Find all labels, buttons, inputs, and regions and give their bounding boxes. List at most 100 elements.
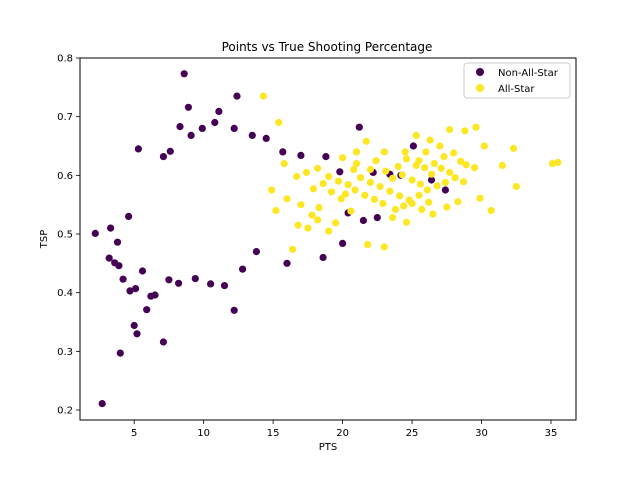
non-all-star-point	[283, 259, 291, 267]
all-star-point	[366, 165, 374, 174]
y-tick-label: 0.8	[57, 54, 73, 65]
all-star-point	[423, 186, 431, 194]
all-star-point	[362, 137, 370, 145]
non-all-star-point	[132, 285, 140, 293]
non-all-star-point	[230, 124, 238, 132]
all-star-point	[380, 243, 388, 251]
all-star-point	[272, 206, 280, 215]
all-star-point	[339, 154, 347, 162]
y-tick-label: 0.6	[57, 171, 73, 182]
all-star-point	[554, 158, 562, 166]
all-star-point	[450, 149, 458, 157]
all-star-point	[512, 182, 520, 191]
non-all-star-point	[116, 349, 124, 357]
all-star-point	[401, 148, 409, 156]
x-tick-label: 35	[545, 428, 558, 439]
all-star-point	[548, 160, 557, 168]
non-all-star-point	[165, 276, 173, 284]
all-star-point	[408, 199, 416, 208]
all-star-point	[426, 136, 434, 144]
all-star-point	[433, 182, 441, 190]
non-all-star-point	[130, 321, 138, 330]
non-all-star-point	[105, 254, 113, 262]
all-star-point	[498, 161, 506, 169]
non-all-star-point	[279, 148, 287, 156]
all-star-point	[364, 241, 372, 249]
y-tick-label: 0.2	[57, 406, 73, 417]
all-star-point	[389, 214, 397, 222]
y-tick-label: 0.3	[57, 347, 73, 358]
non-all-star-point	[126, 287, 134, 295]
all-star-point	[366, 178, 374, 186]
all-star-point	[425, 198, 433, 206]
non-all-star-point	[166, 147, 174, 155]
all-star-point	[289, 245, 297, 253]
all-star-point	[379, 199, 387, 208]
all-star-point	[268, 186, 276, 194]
non-all-star-point	[297, 151, 305, 159]
all-star-point	[319, 180, 327, 188]
plot-frame	[79, 57, 577, 421]
x-axis-label: PTS	[319, 442, 338, 453]
x-tick-label: 5	[131, 428, 137, 439]
legend-marker-non-all-star	[476, 68, 484, 76]
non-all-star-point	[248, 131, 256, 139]
all-star-point	[314, 216, 322, 224]
non-all-star-point	[409, 142, 417, 150]
all-star-point	[376, 182, 384, 191]
non-all-star-point	[373, 214, 381, 222]
legend-label-all-star: All-Star	[498, 84, 535, 95]
non-all-star-point	[125, 212, 133, 220]
all-star-point	[446, 126, 454, 134]
all-star-point	[293, 172, 301, 181]
all-star-point	[418, 205, 426, 213]
non-all-star-point	[441, 186, 449, 194]
non-all-star-point	[252, 248, 260, 256]
all-star-point	[325, 227, 333, 235]
all-star-point	[347, 207, 355, 215]
all-star-point	[275, 118, 283, 127]
all-star-point	[341, 190, 349, 198]
non-all-star-point	[91, 229, 99, 237]
all-star-point	[480, 142, 488, 150]
non-all-star-point	[322, 153, 330, 161]
all-star-point	[351, 186, 359, 194]
non-all-star-point	[184, 103, 192, 111]
all-star-point	[391, 205, 399, 213]
all-star-point	[416, 180, 424, 188]
all-star-point	[332, 219, 340, 227]
x-tick-label: 25	[406, 428, 419, 439]
non-all-star-point	[220, 282, 229, 290]
all-star-point	[487, 206, 495, 215]
all-star-point	[402, 155, 411, 163]
plot-area	[79, 57, 577, 421]
all-star-point	[370, 195, 379, 203]
all-star-point	[461, 127, 469, 135]
non-all-star-point	[119, 275, 127, 283]
non-all-star-point	[230, 306, 238, 314]
non-all-star-point	[107, 224, 115, 232]
all-star-point	[352, 160, 361, 168]
all-star-point	[315, 204, 323, 212]
x-tick-label: 20	[336, 428, 349, 439]
all-star-point	[372, 157, 380, 165]
non-all-star-point	[98, 400, 106, 408]
all-star-point	[337, 195, 345, 203]
y-tick-label: 0.5	[57, 230, 73, 241]
non-all-star-point	[159, 338, 167, 346]
non-all-star-point	[115, 262, 123, 270]
all-star-point	[361, 191, 369, 199]
non-all-star-point	[355, 123, 363, 131]
all-star-point	[380, 148, 388, 156]
non-all-star-point	[359, 216, 367, 225]
non-all-star-point	[319, 253, 327, 262]
non-all-star-point	[113, 238, 122, 246]
all-star-point	[382, 167, 390, 175]
x-tick-label: 15	[267, 428, 280, 439]
all-star-point	[422, 148, 430, 156]
all-star-point	[441, 178, 449, 186]
all-star-point	[283, 195, 291, 203]
non-all-star-point	[207, 280, 215, 288]
all-star-point	[297, 201, 305, 209]
